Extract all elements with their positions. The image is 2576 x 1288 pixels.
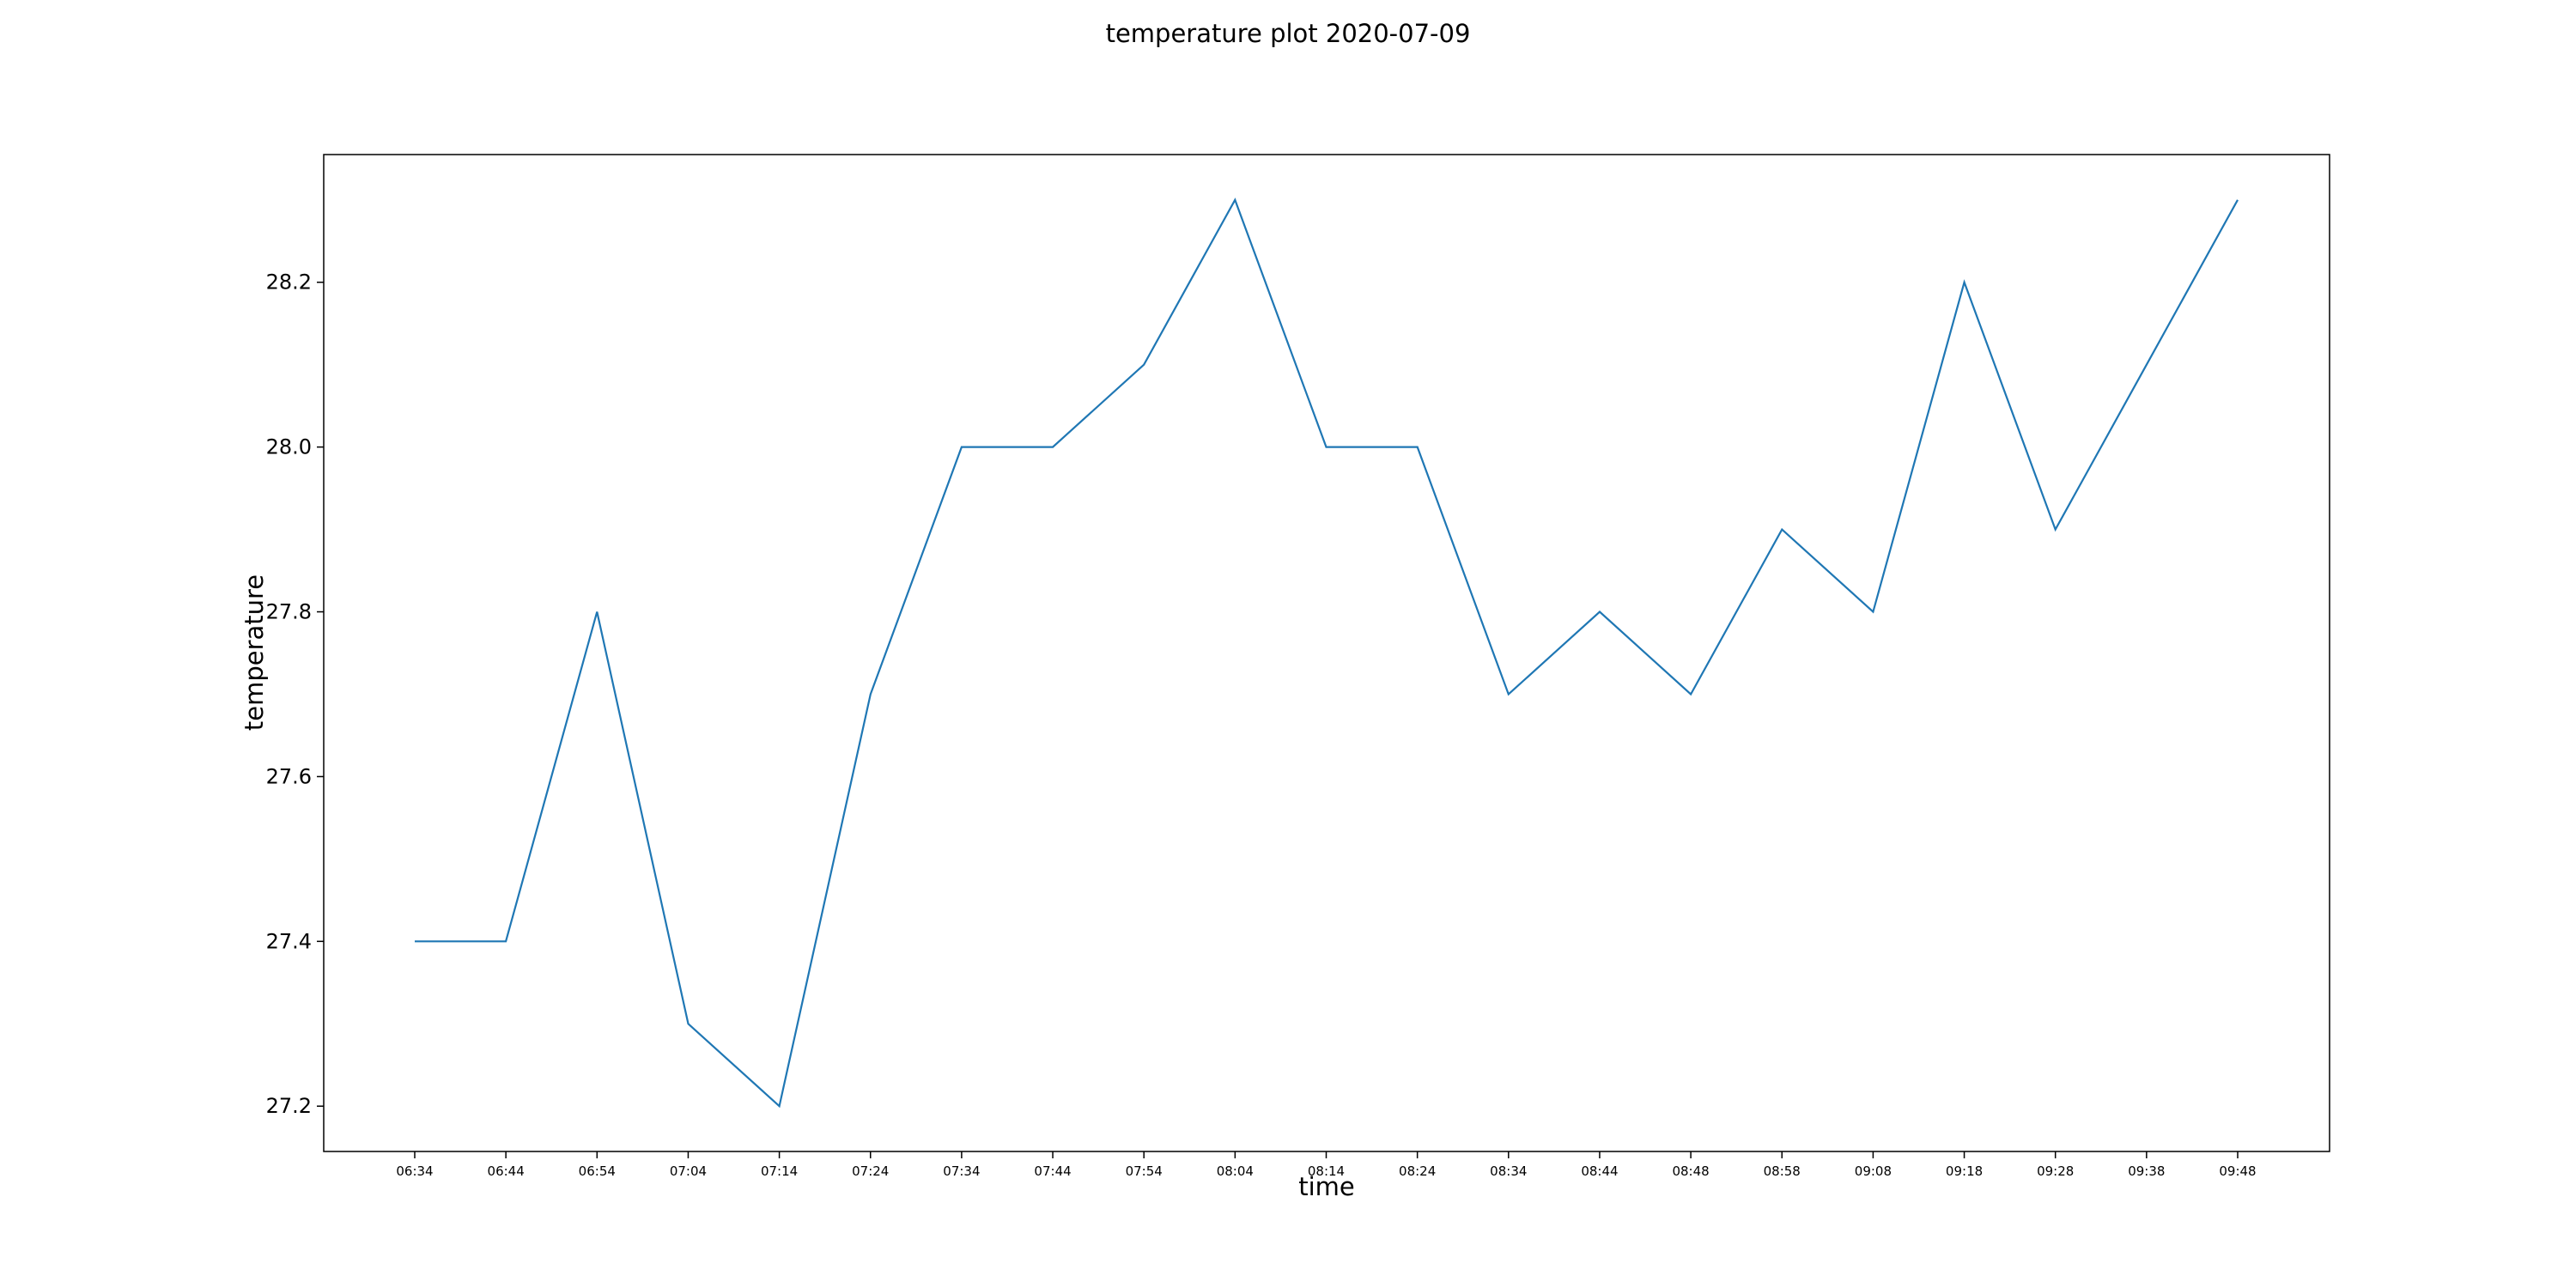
x-tick-label: 09:08 — [1855, 1163, 1892, 1179]
y-axis-ticks: 27.2 27.4 27.6 27.8 28.0 28.2 — [266, 270, 324, 1118]
x-tick-label: 08:34 — [1490, 1163, 1527, 1179]
plot-area-frame — [323, 154, 2330, 1152]
x-tick-label: 08:48 — [1672, 1163, 1709, 1179]
x-tick-label: 06:34 — [396, 1163, 433, 1179]
x-tick-label: 09:48 — [2219, 1163, 2256, 1179]
x-axis-label: time — [1298, 1172, 1355, 1201]
x-tick-label: 07:04 — [670, 1163, 707, 1179]
y-axis-label: temperature — [240, 574, 269, 731]
x-tick-label: 09:38 — [2128, 1163, 2165, 1179]
x-tick-label: 07:14 — [761, 1163, 798, 1179]
y-tick-label: 28.0 — [266, 435, 312, 459]
x-tick-label: 09:18 — [1946, 1163, 1983, 1179]
x-tick-label: 07:44 — [1034, 1163, 1071, 1179]
y-tick-label: 27.6 — [266, 764, 312, 788]
x-tick-label: 06:54 — [579, 1163, 616, 1179]
x-tick-label: 09:28 — [2037, 1163, 2074, 1179]
x-tick-label: 07:54 — [1126, 1163, 1163, 1179]
y-tick-label: 27.2 — [266, 1094, 312, 1118]
y-tick-label: 27.8 — [266, 600, 312, 624]
x-tick-label: 06:44 — [488, 1163, 525, 1179]
x-tick-label: 07:24 — [852, 1163, 889, 1179]
x-tick-label: 08:58 — [1764, 1163, 1801, 1179]
x-tick-label: 08:24 — [1399, 1163, 1436, 1179]
x-tick-label: 08:04 — [1217, 1163, 1254, 1179]
x-axis-ticks: 06:34 06:44 06:54 07:04 07:14 07:24 07:34 07:44… — [396, 1151, 2257, 1179]
y-tick-label: 27.4 — [266, 929, 312, 953]
series-line — [415, 197, 2239, 1109]
chart-title: temperature plot 2020-07-09 — [1105, 19, 1471, 48]
y-tick-label: 28.2 — [266, 270, 312, 295]
x-tick-label: 08:44 — [1581, 1163, 1618, 1179]
x-tick-label: 07:34 — [943, 1163, 980, 1179]
x-tick-label: 08:14 — [1308, 1163, 1345, 1179]
